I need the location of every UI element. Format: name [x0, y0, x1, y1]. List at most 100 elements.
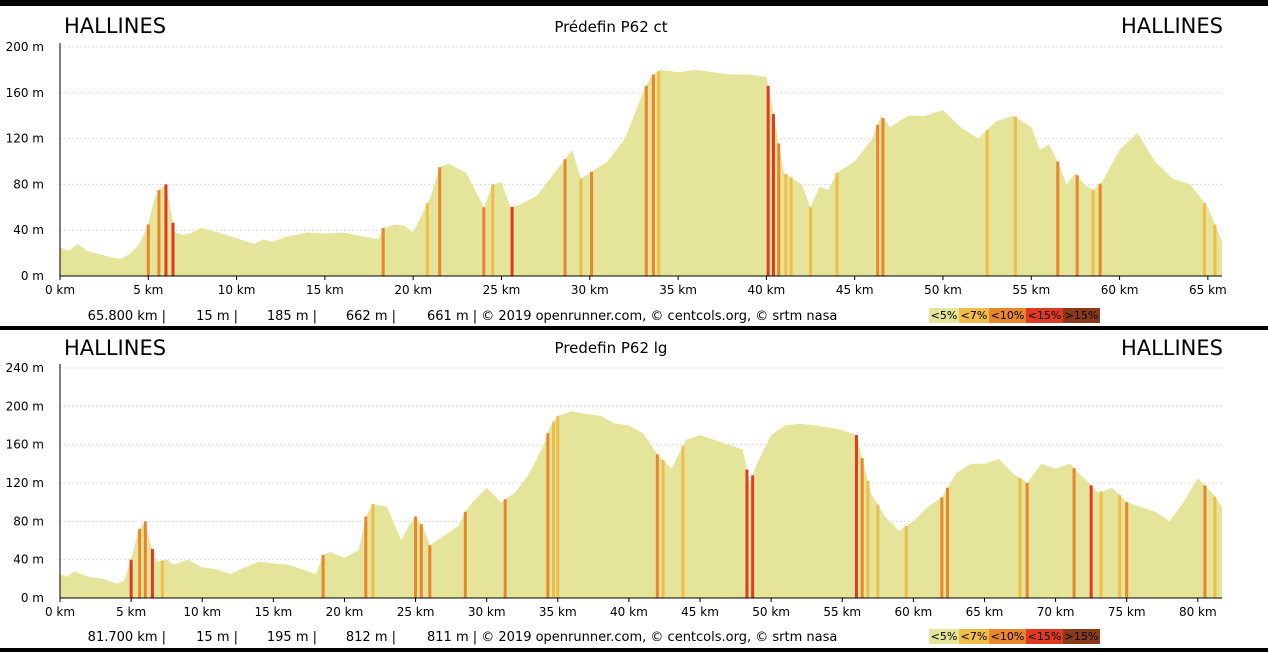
gradient-segment	[657, 71, 661, 276]
gradient-segment	[428, 545, 432, 598]
x-tick-label: 35 km	[539, 605, 577, 619]
gradient-segment	[866, 481, 870, 598]
legend-label: <5%	[931, 630, 958, 643]
gradient-segment	[766, 85, 770, 277]
elevation-area	[60, 69, 1222, 277]
legend-swatch	[989, 629, 1026, 644]
end-place-label: HALLINES	[1121, 336, 1223, 360]
x-tick-label: 50 km	[924, 283, 962, 297]
gradient-segment	[510, 206, 514, 276]
x-tick-label: 65 km	[1189, 283, 1227, 297]
x-tick-label: 25 km	[483, 283, 521, 297]
gradient-segment	[1099, 491, 1103, 598]
legend-swatch	[959, 308, 989, 323]
x-tick-label: 15 km	[306, 283, 344, 297]
gradient-segment	[438, 167, 442, 276]
gradient-segment	[419, 524, 423, 598]
gradient-segment	[904, 526, 908, 598]
stat-distance: 65.800 km |	[88, 309, 166, 324]
elevation-panel-lg: HALLINES HALLINES Predefin P62 lg 0 m 40 m 80…	[0, 326, 1268, 652]
x-tick-label: 10 km	[218, 283, 256, 297]
x-tick-label: 30 km	[468, 605, 506, 619]
elevation-area	[60, 411, 1222, 598]
gradient-segment	[881, 117, 885, 277]
gradient-segment	[681, 445, 685, 598]
x-tick-label: 0 km	[45, 283, 75, 297]
elevation-chart-lg: HALLINES HALLINES Predefin P62 lg 0 m 40 m 80…	[6, 336, 1223, 645]
legend-swatch	[929, 629, 959, 644]
x-tick-label: 60 km	[894, 605, 932, 619]
legend-swatch	[1026, 629, 1063, 644]
gradient-segment	[946, 487, 950, 598]
start-place-label: HALLINES	[64, 336, 166, 360]
x-tick-label: 55 km	[1012, 283, 1050, 297]
gradient-segment	[854, 435, 858, 598]
x-tick-label: 30 km	[571, 283, 609, 297]
gradient-segment	[745, 469, 749, 598]
x-tick-label: 20 km	[394, 283, 432, 297]
x-tick-label: 15 km	[254, 605, 292, 619]
x-tick-label: 80 km	[1179, 605, 1217, 619]
gradient-segment	[1213, 496, 1217, 598]
gradient-segment	[138, 529, 142, 598]
gradient-segment	[463, 511, 467, 598]
gradient-segment	[860, 458, 864, 598]
legend-label: >15%	[1065, 309, 1099, 322]
gradient-segment	[143, 521, 147, 598]
x-tick-label: 60 km	[1101, 283, 1139, 297]
gradient-segment	[546, 433, 550, 598]
gradient-segment	[777, 143, 781, 276]
gradient-segment	[809, 207, 813, 276]
gradient-segment	[876, 124, 880, 276]
legend-label: <15%	[1028, 309, 1062, 322]
legend-swatch	[959, 629, 989, 644]
x-tick-label: 10 km	[183, 605, 221, 619]
gradient-segment	[1203, 485, 1207, 598]
y-tick-label: 0 m	[21, 269, 44, 283]
elevation-chart-ct: HALLINES HALLINES Prédefin P62 ct 0 m 40 m 80…	[6, 14, 1227, 324]
y-tick-label: 40 m	[13, 223, 44, 237]
gradient-segment	[644, 85, 648, 277]
stat-max-elevation: 195 m |	[267, 630, 317, 645]
legend-swatch	[1063, 629, 1100, 644]
gradient-segment	[1075, 175, 1079, 276]
y-tick-label: 160 m	[6, 86, 44, 100]
x-tick-label: 55 km	[823, 605, 861, 619]
gradient-segment	[491, 184, 495, 276]
gradient-segment	[940, 497, 944, 598]
gradient-segment	[1025, 483, 1029, 598]
x-tick-label: 25 km	[397, 605, 435, 619]
stat-climb: 812 m |	[346, 630, 396, 645]
gradient-segment	[129, 559, 133, 598]
legend-label: <5%	[931, 309, 958, 322]
stat-climb: 662 m |	[346, 309, 396, 324]
x-tick-label: 5 km	[116, 605, 146, 619]
legend-label: <15%	[1028, 630, 1062, 643]
gradient-segment	[835, 172, 839, 276]
gradient-segment	[157, 190, 161, 276]
elevation-panel-ct: HALLINES HALLINES Prédefin P62 ct 0 m 40 m 80…	[0, 0, 1268, 326]
x-tick-label: 40 km	[610, 605, 648, 619]
gradient-segment	[552, 421, 556, 598]
gradient-segment	[784, 174, 788, 276]
y-tick-label: 200 m	[6, 40, 44, 54]
x-tick-label: 5 km	[133, 283, 163, 297]
x-tick-label: 40 km	[748, 283, 786, 297]
start-place-label: HALLINES	[64, 14, 166, 38]
gradient-segment	[1091, 190, 1095, 276]
gradient-segment	[876, 504, 880, 598]
stat-max-elevation: 185 m |	[267, 309, 317, 324]
gradient-segment	[1018, 478, 1022, 598]
legend-swatch	[1063, 308, 1100, 323]
legend-label: >15%	[1065, 630, 1099, 643]
gradient-segment	[590, 171, 594, 276]
legend-label: <7%	[961, 630, 988, 643]
y-tick-label: 120 m	[6, 132, 44, 146]
x-tick-label: 0 km	[45, 605, 75, 619]
gradient-segment	[414, 516, 418, 598]
gradient-segment	[985, 130, 989, 276]
x-tick-label: 75 km	[1108, 605, 1146, 619]
x-tick-label: 70 km	[1037, 605, 1075, 619]
gradient-segment	[150, 548, 154, 598]
gradient-segment	[1202, 202, 1206, 276]
